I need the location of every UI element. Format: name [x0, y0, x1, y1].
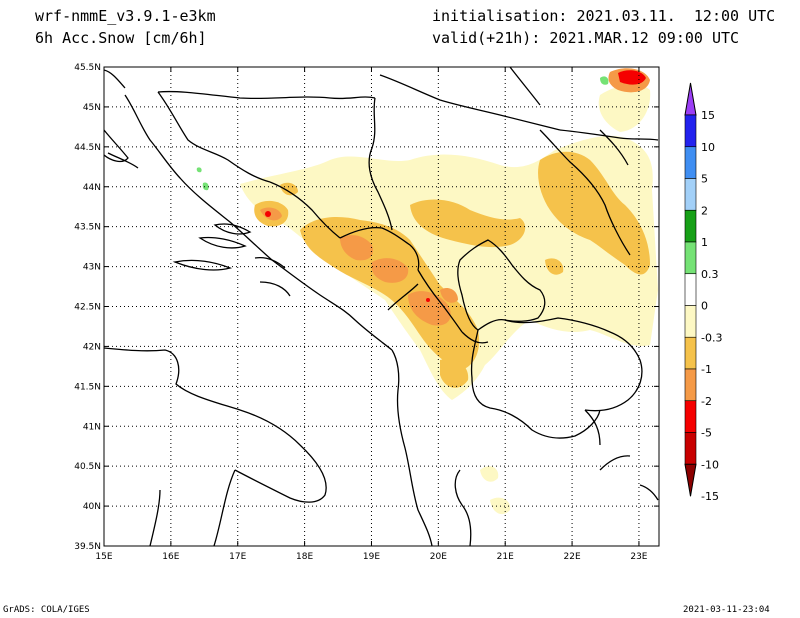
lon-tick-label: 23E	[630, 552, 647, 562]
colorbar-segment	[684, 368, 697, 402]
lon-tick-label: 15E	[95, 552, 112, 562]
longitude-axis: 15E 16E 17E 18E 19E 20E 21E 22E 23E	[95, 67, 648, 562]
lat-tick-label: 40N	[83, 502, 101, 512]
colorbar-level-label: -2	[701, 395, 712, 408]
lon-tick-label: 20E	[430, 552, 447, 562]
map-outlines	[104, 67, 659, 546]
lon-tick-label: 22E	[564, 552, 581, 562]
model-title: wrf-nmmE_v3.9.1-e3km	[35, 7, 216, 25]
colorbar-segment	[684, 209, 697, 243]
lat-tick-label: 40.5N	[74, 462, 101, 472]
lat-tick-label: 43N	[83, 263, 101, 273]
colorbar-level-label: -1	[701, 363, 712, 376]
snow-shading	[196, 68, 658, 515]
lat-tick-label: 42N	[83, 342, 101, 352]
colorbar-segment	[684, 432, 697, 465]
colorbar-level-label: 0	[701, 300, 708, 313]
lon-tick-label: 19E	[363, 552, 380, 562]
timestamp-text: 2021-03-11-23:04	[683, 605, 770, 615]
colorbar-level-label: -10	[701, 458, 719, 471]
graticule	[104, 67, 659, 546]
valid-time: valid(+21h): 2021.MAR.12 09:00 UTC	[432, 29, 740, 47]
lat-tick-label: 42.5N	[74, 303, 101, 313]
colorbar-level-label: 2	[701, 204, 708, 217]
colorbar-level-label: 0.3	[701, 268, 719, 281]
colorbar-segment	[684, 146, 697, 179]
latitude-axis: 45.5N 45N 44.5N 44N 43.5N 43N 42.5N 42N 41.5N 41N…	[74, 63, 659, 552]
colorbar-top-arrow	[684, 82, 697, 116]
colorbar-level-label: 1	[701, 236, 708, 249]
colorbar-level-label: -15	[701, 490, 719, 503]
lat-tick-label: 45N	[83, 103, 101, 113]
lat-tick-label: 41.5N	[74, 382, 101, 392]
colorbar: 15 10 5 2 1 0.3 0 -0.3 -1 -2 -5 -10 -15	[684, 82, 722, 503]
colorbar-segment	[684, 336, 697, 370]
lat-tick-label: 44N	[83, 183, 101, 193]
lat-tick-label: 41N	[83, 422, 101, 432]
colorbar-segment	[684, 178, 697, 211]
lat-tick-label: 45.5N	[74, 63, 101, 73]
lon-tick-label: 21E	[497, 552, 514, 562]
colorbar-level-label: -0.3	[701, 331, 722, 344]
colorbar-level-label: -5	[701, 427, 712, 440]
colorbar-segment	[684, 114, 697, 148]
colorbar-level-label: 10	[701, 141, 715, 154]
lon-tick-label: 17E	[229, 552, 246, 562]
colorbar-level-label: 5	[701, 173, 708, 186]
lat-tick-label: 39.5N	[74, 542, 101, 552]
lon-tick-label: 16E	[162, 552, 179, 562]
colorbar-level-label: 15	[701, 109, 715, 122]
colorbar-segment	[684, 305, 697, 338]
credit-text: GrADS: COLA/IGES	[3, 605, 90, 615]
colorbar-segment	[684, 273, 697, 306]
colorbar-bottom-arrow	[684, 463, 697, 497]
colorbar-segment	[684, 241, 697, 275]
lat-tick-label: 43.5N	[74, 223, 101, 233]
lat-tick-label: 44.5N	[74, 143, 101, 153]
lon-tick-label: 18E	[296, 552, 313, 562]
field-title: 6h Acc.Snow [cm/6h]	[35, 29, 207, 47]
initialisation-time: initialisation: 2021.03.11. 12:00 UTC	[432, 7, 776, 25]
colorbar-segment	[684, 400, 697, 433]
